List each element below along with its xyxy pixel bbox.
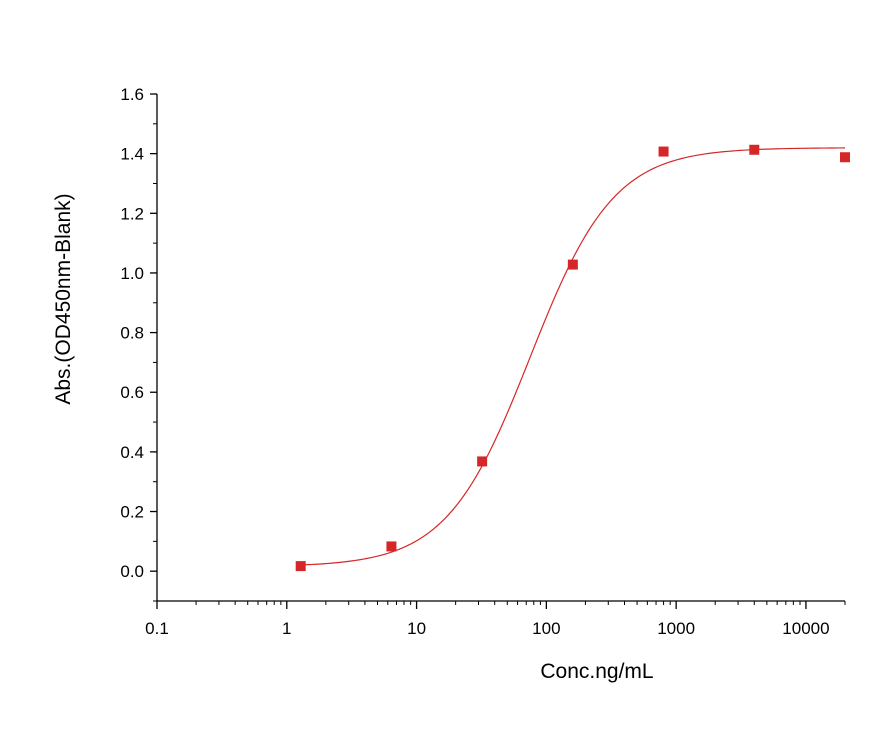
fit-curve bbox=[300, 147, 846, 566]
data-point bbox=[295, 561, 306, 572]
plot-area bbox=[295, 144, 850, 572]
y-tick-label: 0.2 bbox=[120, 503, 144, 522]
data-point bbox=[567, 259, 578, 270]
y-tick-label: 1.6 bbox=[120, 85, 144, 104]
y-tick-label: 1.4 bbox=[120, 145, 144, 164]
x-axis-title: Conc.ng/mL bbox=[540, 660, 653, 683]
x-axis: 0.1 1 10 100 1000 10000 bbox=[145, 600, 846, 638]
y-tick-label: 1.0 bbox=[120, 264, 144, 283]
y-axis-title: Abs.(OD450nm-Blank) bbox=[52, 193, 75, 404]
y-axis: 0.0 0.2 0.4 0.6 0.8 1.0 1.2 1.4 1.6 bbox=[120, 85, 158, 602]
y-tick-label: 0.4 bbox=[120, 443, 144, 462]
x-tick-label: 1 bbox=[282, 619, 291, 638]
x-tick-label: 10 bbox=[407, 619, 426, 638]
x-tick-label: 0.1 bbox=[145, 619, 169, 638]
y-tick-label: 1.2 bbox=[120, 204, 144, 223]
x-tick-label: 100 bbox=[532, 619, 560, 638]
x-tick-label: 1000 bbox=[657, 619, 695, 638]
data-point bbox=[386, 541, 397, 552]
data-point bbox=[749, 144, 760, 155]
data-point bbox=[840, 152, 850, 163]
data-point bbox=[477, 456, 488, 467]
y-tick-label: 0.8 bbox=[120, 324, 144, 343]
y-tick-label: 0.6 bbox=[120, 383, 144, 402]
y-tick-label: 0.0 bbox=[120, 562, 144, 581]
data-point bbox=[658, 146, 669, 157]
x-tick-label: 10000 bbox=[782, 619, 829, 638]
